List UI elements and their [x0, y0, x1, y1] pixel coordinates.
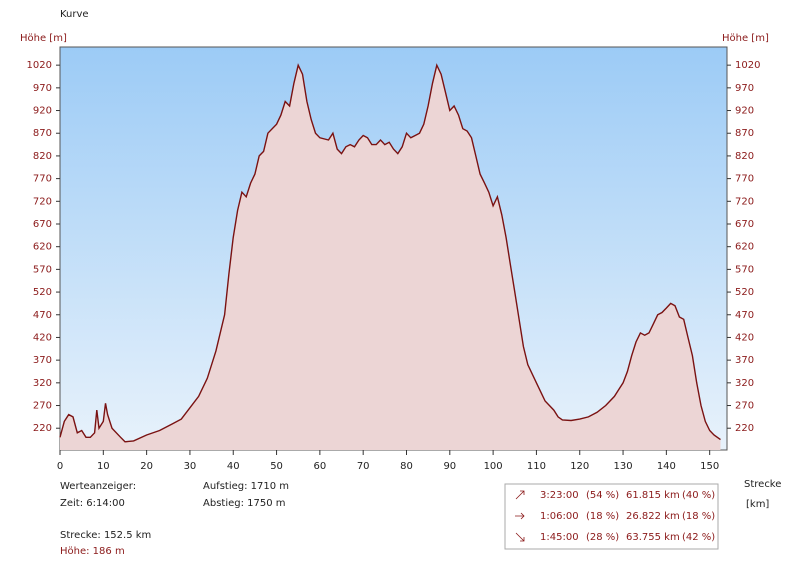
y-tick-label: 470 [33, 310, 52, 321]
y-tick-label: 520 [33, 287, 52, 298]
info-ascent: Aufstieg: 1710 m [203, 481, 289, 492]
x-tick-label: 30 [184, 461, 197, 472]
y2-axis-label: Höhe [m] [722, 33, 769, 44]
area-fill [60, 65, 721, 450]
x-tick-label: 110 [527, 461, 546, 472]
info-time: Zeit: 6:14:00 [60, 498, 125, 509]
stats-cell: (18 %) [682, 511, 715, 522]
y2-tick-label: 420 [735, 332, 754, 343]
x-tick-label: 70 [357, 461, 370, 472]
x-tick-label: 40 [227, 461, 240, 472]
stats-cell: 26.822 km [626, 511, 680, 522]
y-tick-label: 720 [33, 196, 52, 207]
direction-icons [515, 490, 525, 542]
stats-cell: (40 %) [682, 490, 715, 501]
y-tick-label: 220 [33, 423, 52, 434]
y-axis-label: Höhe [m] [20, 33, 67, 44]
x-tick-label: 50 [270, 461, 283, 472]
info-height: Höhe: 186 m [60, 546, 125, 557]
y-tick-label: 670 [33, 219, 52, 230]
info-distance: Strecke: 152.5 km [60, 530, 151, 541]
x-tick-label: 0 [57, 461, 63, 472]
y-tick-label: 620 [33, 242, 52, 253]
y-tick-label: 1020 [27, 60, 52, 71]
stats-cell: 1:45:00 [540, 532, 579, 543]
stats-cell: (18 %) [586, 511, 619, 522]
x-tick-label: 120 [570, 461, 589, 472]
x-tick-label: 20 [140, 461, 153, 472]
y2-tick-label: 670 [735, 219, 754, 230]
y-tick-label: 320 [33, 378, 52, 389]
chart-title: Kurve [60, 9, 89, 20]
info-descent: Abstieg: 1750 m [203, 498, 286, 509]
y2-tick-label: 370 [735, 355, 754, 366]
stats-cell: (42 %) [682, 532, 715, 543]
y-tick-label: 570 [33, 264, 52, 275]
y-tick-label: 870 [33, 128, 52, 139]
y2-tick-label: 770 [735, 174, 754, 185]
stats-cell: 1:06:00 [540, 511, 579, 522]
x-tick-label: 60 [314, 461, 327, 472]
x-tick-label: 90 [443, 461, 456, 472]
y2-tick-label: 920 [735, 106, 754, 117]
y2-tick-label: 820 [735, 151, 754, 162]
y-tick-label: 820 [33, 151, 52, 162]
y-tick-label: 770 [33, 174, 52, 185]
stats-cell: 63.755 km [626, 532, 680, 543]
y2-tick-label: 720 [735, 196, 754, 207]
y-tick-label: 970 [33, 83, 52, 94]
stats-cell: 61.815 km [626, 490, 680, 501]
y2-tick-label: 870 [735, 128, 754, 139]
x-tick-label: 100 [484, 461, 503, 472]
y2-tick-label: 620 [735, 242, 754, 253]
y2-tick-label: 470 [735, 310, 754, 321]
y-tick-label: 370 [33, 355, 52, 366]
y-tick-label: 270 [33, 401, 52, 412]
stats-cell: 3:23:00 [540, 490, 579, 501]
x-tick-label: 80 [400, 461, 413, 472]
stats-cell: (54 %) [586, 490, 619, 501]
y2-tick-label: 1020 [735, 60, 760, 71]
profile-line [59, 63, 721, 443]
stats-cell: (28 %) [586, 532, 619, 543]
x-tick-label: 150 [700, 461, 719, 472]
x-axis-unit: [km] [746, 499, 769, 510]
stats-box [504, 483, 719, 550]
info-heading: Werteanzeiger: [60, 481, 136, 492]
y-tick-label: 420 [33, 332, 52, 343]
y2-tick-label: 220 [735, 423, 754, 434]
y2-tick-label: 570 [735, 264, 754, 275]
x-tick-label: 140 [657, 461, 676, 472]
x-tick-label: 130 [614, 461, 633, 472]
x-tick-label: 10 [97, 461, 110, 472]
y2-tick-label: 970 [735, 83, 754, 94]
y-tick-label: 920 [33, 106, 52, 117]
y2-tick-label: 520 [735, 287, 754, 298]
y2-tick-label: 320 [735, 378, 754, 389]
y2-tick-label: 270 [735, 401, 754, 412]
x-axis-label: Strecke [744, 479, 781, 490]
